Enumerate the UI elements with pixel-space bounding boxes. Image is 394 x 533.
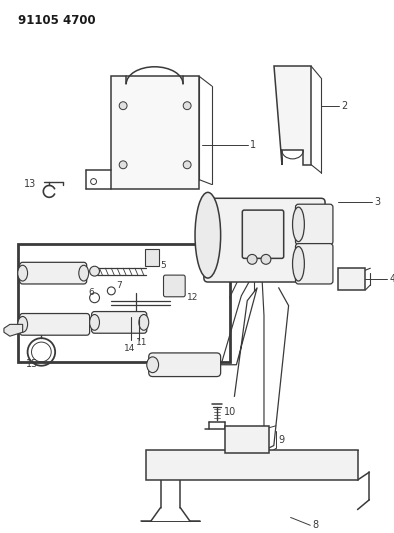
Circle shape xyxy=(90,266,99,276)
Text: 8: 8 xyxy=(312,520,318,530)
Bar xyxy=(338,268,365,290)
Circle shape xyxy=(183,102,191,110)
FancyBboxPatch shape xyxy=(20,313,90,335)
Polygon shape xyxy=(274,66,311,165)
Bar xyxy=(111,76,199,189)
FancyBboxPatch shape xyxy=(145,248,158,266)
Circle shape xyxy=(119,161,127,169)
Text: 10: 10 xyxy=(224,407,236,417)
Ellipse shape xyxy=(139,314,149,330)
Text: 1: 1 xyxy=(250,140,256,150)
Text: 5: 5 xyxy=(161,261,166,270)
FancyBboxPatch shape xyxy=(149,353,221,377)
Circle shape xyxy=(119,102,127,110)
FancyBboxPatch shape xyxy=(242,210,284,259)
Polygon shape xyxy=(4,325,22,336)
FancyBboxPatch shape xyxy=(296,244,333,284)
Ellipse shape xyxy=(18,317,28,332)
Ellipse shape xyxy=(147,357,158,373)
Text: 11: 11 xyxy=(136,337,147,346)
Bar xyxy=(18,244,229,362)
Circle shape xyxy=(183,161,191,169)
Text: 13: 13 xyxy=(24,179,36,189)
FancyBboxPatch shape xyxy=(204,198,325,282)
Text: 15: 15 xyxy=(26,359,38,369)
FancyBboxPatch shape xyxy=(296,204,333,245)
Ellipse shape xyxy=(79,265,89,281)
Ellipse shape xyxy=(90,314,99,330)
FancyBboxPatch shape xyxy=(164,275,185,297)
Text: 6: 6 xyxy=(89,288,95,297)
Circle shape xyxy=(247,254,257,264)
FancyBboxPatch shape xyxy=(20,262,87,284)
Circle shape xyxy=(261,254,271,264)
Text: 2: 2 xyxy=(341,101,347,111)
Text: 4: 4 xyxy=(389,274,394,284)
Bar xyxy=(146,450,358,480)
Text: 14: 14 xyxy=(124,344,136,353)
Text: 9: 9 xyxy=(279,434,285,445)
Bar xyxy=(225,426,269,454)
Text: 7: 7 xyxy=(116,281,122,290)
Ellipse shape xyxy=(292,207,304,241)
Ellipse shape xyxy=(292,247,304,281)
Text: 12: 12 xyxy=(187,293,199,302)
Text: 91105 4700: 91105 4700 xyxy=(18,14,95,27)
Ellipse shape xyxy=(195,192,221,278)
Text: 3: 3 xyxy=(374,197,381,207)
FancyBboxPatch shape xyxy=(91,312,147,333)
Ellipse shape xyxy=(18,265,28,281)
